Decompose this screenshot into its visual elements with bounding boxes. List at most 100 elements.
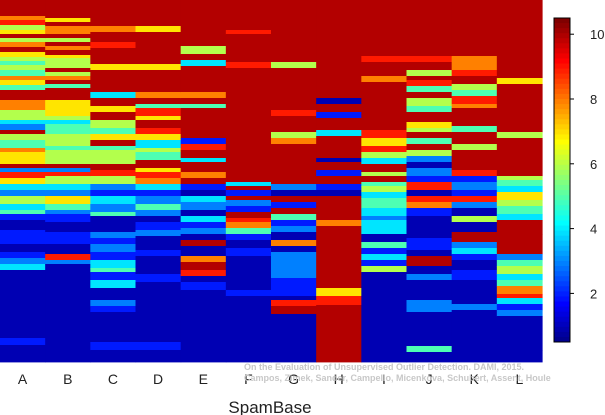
heatmap-cell <box>135 134 182 141</box>
heatmap-cell <box>90 204 137 213</box>
heatmap-cell <box>180 104 227 109</box>
heatmap-cell <box>406 196 453 203</box>
colorbar-frame <box>553 17 571 343</box>
heatmap-cell <box>496 294 543 299</box>
heatmap-cell <box>90 32 137 43</box>
heatmap-cell <box>316 220 362 227</box>
heatmap-cell <box>316 162 362 171</box>
heatmap-cell <box>225 68 272 183</box>
heatmap-cell <box>180 178 227 185</box>
heatmap-cell <box>451 222 498 233</box>
heatmap-cell <box>406 122 453 129</box>
heatmap-cell <box>90 306 137 313</box>
heatmap-cell <box>135 342 182 351</box>
colorbar-swatch <box>554 261 570 267</box>
heatmap-cell <box>90 120 137 129</box>
heatmap-cell <box>90 260 137 269</box>
heatmap-cell <box>225 222 272 229</box>
heatmap-cell <box>316 288 362 297</box>
heatmap-cell <box>90 0 137 27</box>
heatmap-cell <box>0 134 46 141</box>
heatmap-cell <box>45 190 91 197</box>
colorbar-swatch <box>554 245 570 252</box>
x-tick-label: H <box>334 371 344 387</box>
heatmap-cell <box>0 230 46 245</box>
heatmap-cell <box>316 136 362 147</box>
heatmap-cell <box>45 34 91 39</box>
colorbar-swatch <box>554 220 570 227</box>
colorbar-swatch <box>554 306 570 313</box>
heatmap-cell <box>361 158 408 165</box>
heatmap-cell <box>496 176 543 181</box>
heatmap-cell <box>361 220 408 235</box>
colorbar-swatch <box>554 68 570 75</box>
heatmap-cell <box>90 64 137 71</box>
heatmap-cell <box>406 266 453 275</box>
colorbar-swatch <box>554 321 570 328</box>
heatmap-cell <box>90 176 137 185</box>
heatmap-cell <box>451 190 498 197</box>
heatmap-cell <box>135 230 182 237</box>
heatmap-cell <box>90 150 137 165</box>
heatmap-cell <box>135 120 182 129</box>
heatmap-cell <box>90 48 137 65</box>
colorbar-swatch <box>554 185 570 191</box>
heatmap-cell <box>361 272 408 351</box>
heatmap-cell <box>0 338 46 346</box>
heatmap-cell <box>496 298 543 305</box>
heatmap-cell <box>316 0 362 99</box>
heatmap-cell <box>0 57 46 62</box>
heatmap-cell <box>180 0 227 47</box>
colorbar-swatch <box>554 336 570 343</box>
heatmap-cell <box>406 128 453 133</box>
heatmap-cell <box>361 208 408 217</box>
heatmap-cell <box>406 256 453 267</box>
heatmap-cell <box>0 244 46 253</box>
heatmap-cell <box>180 60 227 67</box>
heatmap-cell <box>180 262 227 271</box>
heatmap-cell <box>135 140 182 149</box>
heatmap-cell <box>45 46 91 51</box>
heatmap-cell <box>90 190 137 197</box>
heatmap-cell <box>0 70 46 77</box>
heatmap-cell <box>361 254 408 261</box>
heatmap-cell <box>0 220 46 231</box>
colorbar-swatch <box>554 78 570 85</box>
heatmap-cell <box>496 138 543 177</box>
heatmap-cell <box>451 170 498 177</box>
heatmap-cell <box>0 270 46 339</box>
x-tick-label: C <box>108 371 118 387</box>
x-tick-label: L <box>516 371 524 387</box>
heatmap-cell <box>225 350 272 363</box>
heatmap-cell <box>45 68 91 73</box>
heatmap-cell <box>45 184 91 191</box>
heatmap-cell <box>180 350 227 363</box>
colorbar-swatch <box>554 296 570 302</box>
heatmap-cell <box>271 278 317 297</box>
heatmap-cell <box>0 164 46 169</box>
heatmap-cell <box>496 254 543 261</box>
heatmap-cell <box>135 178 182 185</box>
heatmap-cell <box>135 256 182 275</box>
colorbar-swatch <box>554 119 570 125</box>
heatmap-cell <box>451 108 498 121</box>
heatmap-cell <box>406 312 453 347</box>
heatmap-cell <box>135 168 182 173</box>
heatmap-cell <box>406 352 453 363</box>
heatmap-cell <box>180 276 227 283</box>
heatmap-cell <box>0 76 46 81</box>
heatmap-cell <box>180 210 227 217</box>
heatmap-cell <box>180 234 227 241</box>
heatmap-cell <box>0 184 46 191</box>
heatmap-cell <box>451 310 498 351</box>
heatmap-cell <box>361 176 408 183</box>
heatmap-cell <box>451 84 498 91</box>
heatmap-cell <box>225 256 272 291</box>
heatmap-cell <box>90 170 137 177</box>
colorbar-swatch <box>554 286 570 292</box>
colorbar-swatch <box>554 266 570 272</box>
colorbar-swatch <box>554 164 570 171</box>
heatmap-cell <box>90 312 137 343</box>
heatmap-cell <box>361 216 408 221</box>
